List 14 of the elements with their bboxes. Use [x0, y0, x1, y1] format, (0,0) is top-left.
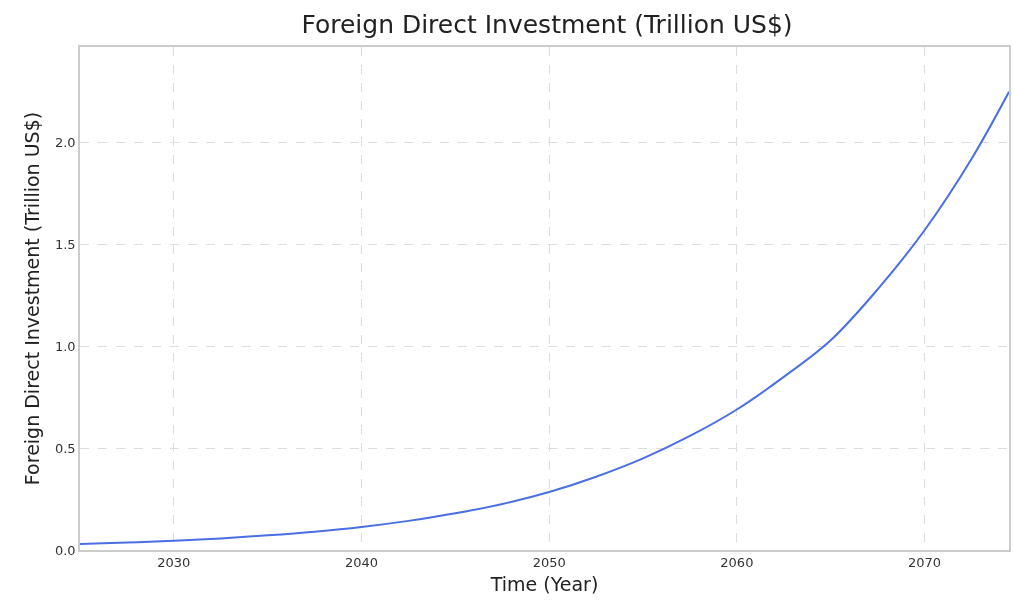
y-tick-label: 2.0: [54, 135, 76, 151]
chart-title: Foreign Direct Investment (Trillion US$): [301, 9, 793, 39]
x-tick-label: 2070: [908, 555, 942, 571]
y-tick-label: 1.0: [54, 338, 76, 354]
y-axis-title: Foreign Direct Investment (Trillion US$): [21, 111, 44, 486]
x-tick-label: 2040: [344, 555, 379, 571]
x-tick-label: 2060: [720, 555, 754, 571]
x-tick-label: 2030: [157, 555, 191, 571]
x-axis-title: Time (Year): [489, 572, 599, 595]
y-tick-label: 0.0: [54, 542, 76, 558]
line-series: [80, 90, 1009, 545]
x-tick-label: 2050: [532, 555, 566, 571]
y-tick-label: 0.5: [54, 440, 76, 456]
y-tick-label: 1.5: [54, 237, 76, 253]
